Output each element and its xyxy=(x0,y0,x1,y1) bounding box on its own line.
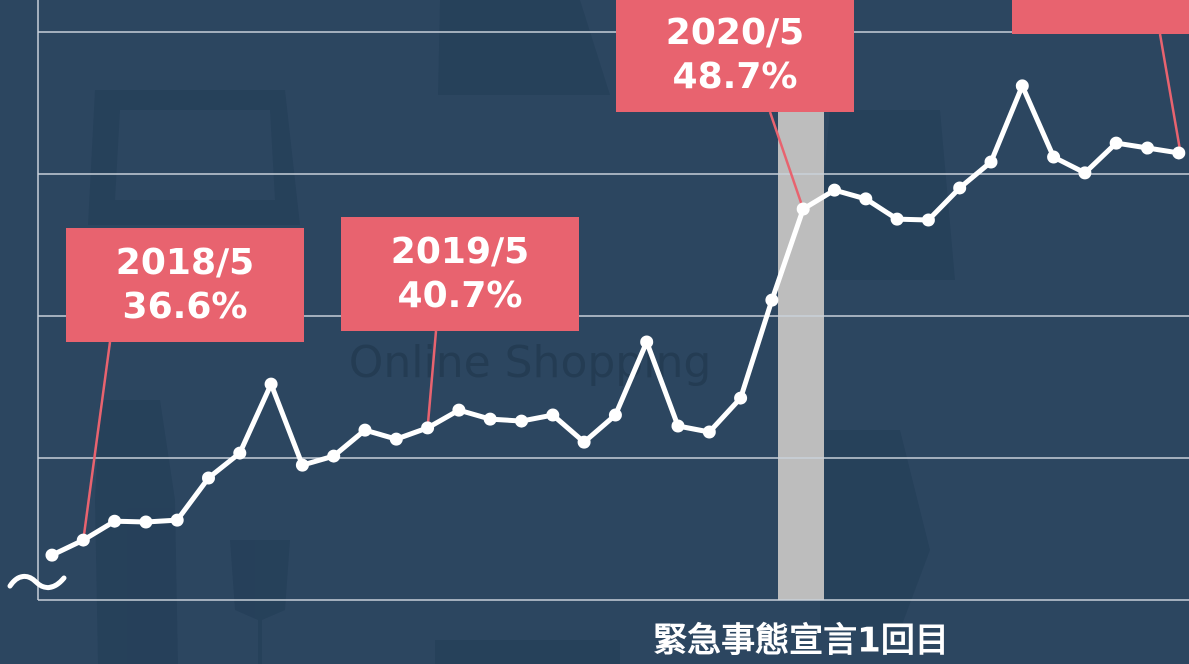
data-point xyxy=(76,533,90,547)
data-point xyxy=(1047,150,1061,164)
data-label: 40.7% xyxy=(398,275,523,316)
data-point xyxy=(45,548,59,562)
data-point xyxy=(1172,146,1186,160)
leader-line xyxy=(82,341,112,541)
data-point xyxy=(1015,79,1029,93)
annotation-box xyxy=(616,0,854,112)
data-point xyxy=(202,471,215,485)
data-point xyxy=(139,515,153,529)
data-point xyxy=(734,391,748,405)
data-point xyxy=(1078,166,1092,180)
leader-line xyxy=(426,330,438,429)
data-point xyxy=(421,421,435,435)
data-point xyxy=(890,212,904,226)
data-point xyxy=(233,446,247,460)
data-point xyxy=(389,432,403,446)
data-point xyxy=(953,181,967,195)
data-point xyxy=(1109,136,1123,150)
axis-break xyxy=(7,574,67,590)
background-icons xyxy=(88,0,955,664)
data-point xyxy=(358,423,372,437)
data-point xyxy=(546,408,560,422)
data-point xyxy=(765,293,779,307)
data-point xyxy=(1141,141,1154,155)
event-band xyxy=(778,112,824,600)
data-point xyxy=(796,202,810,216)
data-point xyxy=(702,425,716,439)
data-label: 36.6% xyxy=(123,286,248,327)
data-point xyxy=(577,435,591,449)
band-label: 緊急事態宣言1回目 xyxy=(653,621,949,661)
data-point xyxy=(921,213,935,227)
annotation-box xyxy=(66,228,304,342)
data-point xyxy=(828,183,841,197)
annotation-date: 2018/5 xyxy=(116,242,254,283)
annotation-date: 2020/5 xyxy=(666,12,804,53)
data-point xyxy=(483,412,497,426)
plot: 2018/536.6% 2019/540.7% 2020/548.7% xyxy=(38,0,1189,601)
data-point xyxy=(984,155,998,169)
data-point xyxy=(640,335,654,349)
data-point xyxy=(108,514,122,528)
leader-line xyxy=(1158,33,1182,151)
annotation-box xyxy=(341,217,579,331)
data-point xyxy=(264,377,278,391)
leader-line xyxy=(768,111,805,210)
data-point xyxy=(608,408,622,422)
data-point xyxy=(452,403,466,417)
annotation-box xyxy=(1012,0,1189,34)
annotation-date: 2019/5 xyxy=(391,231,529,272)
data-point xyxy=(295,458,309,472)
data-label: 48.7% xyxy=(673,56,798,97)
data-point xyxy=(859,192,873,206)
data-point xyxy=(671,419,685,433)
data-point xyxy=(327,449,341,463)
data-point xyxy=(170,513,184,527)
data-point xyxy=(515,414,528,428)
